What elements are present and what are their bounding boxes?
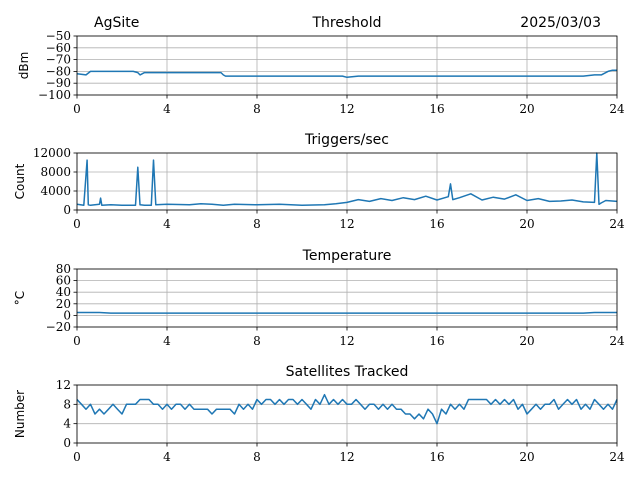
- panel-2-xtick-label-4: 16: [429, 217, 444, 231]
- panel-4-ytick-label-2: 8: [63, 397, 71, 411]
- panel-4-xtick-label-2: 8: [253, 450, 261, 464]
- panel-1-xtick-label-6: 24: [609, 102, 625, 116]
- panel-2-series-line-0: [76, 152, 618, 207]
- panel-2-ytick-label-2: 8000: [40, 165, 71, 179]
- panel-4-xtick-label-1: 4: [163, 450, 171, 464]
- panel-2-xtick-label-5: 20: [519, 217, 534, 231]
- panel-3-ytick-label-0: −20: [46, 320, 71, 334]
- panel-1-ytick-label-3: −70: [46, 53, 71, 67]
- panel-4-title: Satellites Tracked: [286, 364, 409, 380]
- panel-1-ytick-label-5: −50: [46, 29, 71, 43]
- panel-2-xtick-label-1: 4: [163, 217, 171, 231]
- panel-1-xtick-label-2: 8: [253, 102, 261, 116]
- panel-4-ytick-label-1: 4: [63, 417, 71, 431]
- panel-3-xtick-label-4: 16: [429, 334, 444, 348]
- panel-3-ylabel: °C: [13, 291, 27, 305]
- panel-3-series-line-0: [77, 311, 617, 314]
- panel-4-series-line-0: [76, 393, 618, 425]
- report-date: 2025/03/03: [520, 15, 601, 31]
- panel-4-xtick-label-6: 24: [609, 450, 625, 464]
- panel-1-xtick-label-4: 16: [429, 102, 444, 116]
- panel-2-xtick-label-3: 12: [339, 217, 354, 231]
- panel-3-xtick-label-0: 0: [73, 334, 81, 348]
- panel-2-ytick-label-1: 4000: [40, 184, 71, 198]
- panel-1-series-line-0: [76, 69, 617, 79]
- panel-2-title: Triggers/sec: [304, 132, 389, 148]
- panel-1-xtick-label-1: 4: [163, 102, 171, 116]
- panel-2-xtick-label-0: 0: [73, 217, 81, 231]
- panel-3-title: Temperature: [302, 248, 392, 264]
- panel-1-ytick-label-4: −60: [46, 41, 71, 55]
- panel-1-ytick-label-0: −100: [38, 88, 71, 102]
- panel-3-ytick-label-3: 40: [56, 285, 71, 299]
- panel-3-xtick-label-5: 20: [519, 334, 534, 348]
- panel-3-ytick-label-1: 0: [63, 308, 71, 322]
- panel-3-ytick-label-5: 80: [56, 262, 71, 276]
- panel-4-ylabel: Number: [13, 390, 27, 438]
- panel-1-xtick-label-3: 12: [339, 102, 354, 116]
- panel-4-xtick-label-3: 12: [339, 450, 354, 464]
- panel-1-ylabel: dBm: [17, 52, 31, 80]
- panel-2-ylabel: Count: [13, 163, 27, 199]
- panel-3-ytick-label-4: 60: [56, 274, 71, 288]
- panel-1-ytick-label-2: −80: [46, 64, 71, 78]
- panel-4-xtick-label-0: 0: [73, 450, 81, 464]
- panel-3-xtick-label-6: 24: [609, 334, 625, 348]
- panel-4-ytick-label-3: 12: [56, 378, 71, 392]
- panel-2-ytick-label-0: 0: [63, 203, 71, 217]
- panel-3-xtick-label-3: 12: [339, 334, 354, 348]
- panel-3-xtick-label-2: 8: [253, 334, 261, 348]
- panel-3-ytick-label-2: 20: [56, 297, 71, 311]
- panel-4-xtick-label-5: 20: [519, 450, 534, 464]
- panel-2-ytick-label-3: 12000: [33, 146, 71, 160]
- site-name: AgSite: [94, 15, 139, 31]
- panel-1-ytick-label-1: −90: [46, 76, 71, 90]
- panel-1-title: Threshold: [312, 15, 382, 31]
- panel-4-ytick-label-0: 0: [63, 436, 71, 450]
- panel-3-xtick-label-1: 4: [163, 334, 171, 348]
- panel-4-xtick-label-4: 16: [429, 450, 444, 464]
- panel-1-xtick-label-5: 20: [519, 102, 534, 116]
- panel-2-xtick-label-2: 8: [253, 217, 261, 231]
- panel-2-xtick-label-6: 24: [609, 217, 625, 231]
- panel-1-xtick-label-0: 0: [73, 102, 81, 116]
